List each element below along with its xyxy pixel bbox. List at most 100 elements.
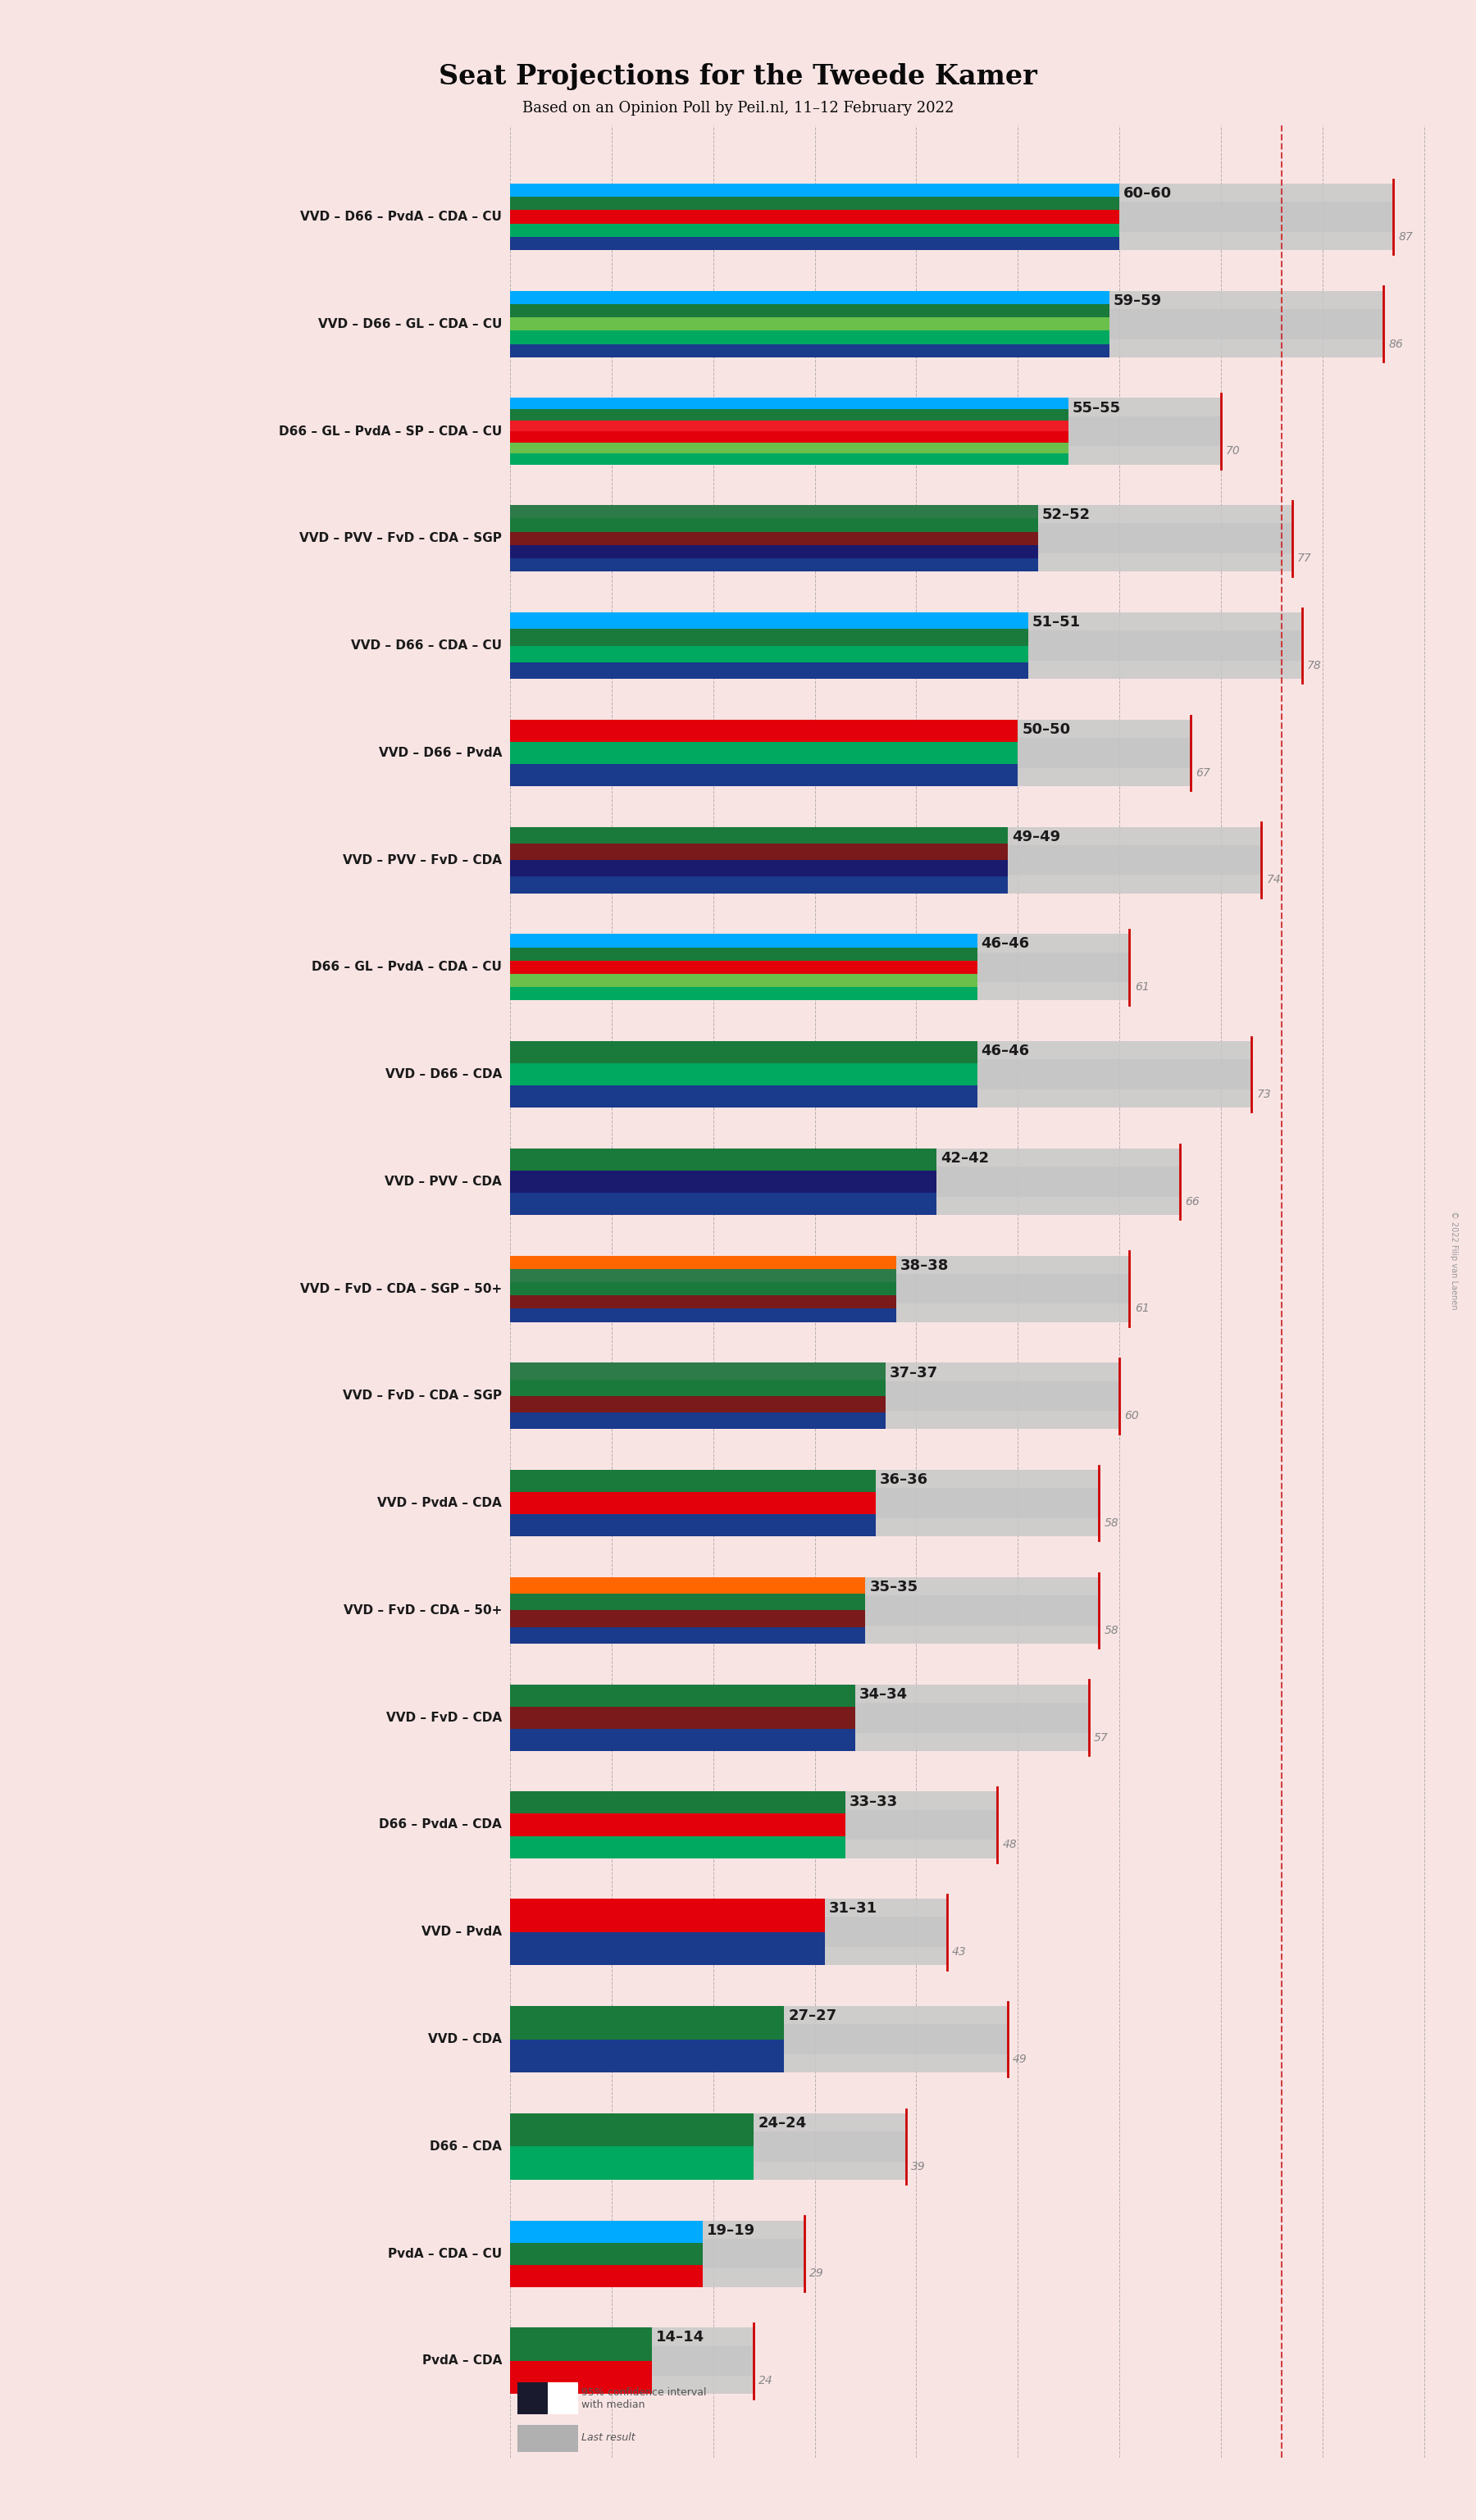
Bar (511, 935, 977, 948)
Text: VVD – D66 – CDA – CU: VVD – D66 – CDA – CU (351, 640, 502, 653)
Bar (511, 1308, 896, 1323)
Bar (511, 663, 1027, 678)
Bar (511, 1041, 1252, 1109)
Text: VVD – FvD – CDA – 50+: VVD – FvD – CDA – 50+ (344, 1605, 502, 1615)
Bar (511, 290, 1108, 305)
Text: VVD – PVV – FvD – CDA – SGP: VVD – PVV – FvD – CDA – SGP (300, 532, 502, 544)
Text: 14–14: 14–14 (657, 2331, 704, 2346)
Bar (511, 612, 1302, 678)
Bar (511, 1792, 998, 1857)
Bar (511, 1489, 1100, 1517)
Text: 74: 74 (1266, 874, 1281, 885)
Bar (511, 630, 1302, 660)
Text: 24: 24 (759, 2374, 773, 2386)
Bar (511, 2132, 906, 2162)
Text: 57: 57 (1094, 1731, 1108, 1744)
Text: 58: 58 (1104, 1625, 1119, 1635)
Bar (511, 1683, 1089, 1751)
Bar (511, 1172, 937, 1192)
Text: PvdA – CDA – CU: PvdA – CDA – CU (388, 2248, 502, 2260)
Bar (511, 1610, 865, 1628)
Bar (511, 1593, 865, 1610)
Text: VVD – PvdA: VVD – PvdA (422, 1925, 502, 1938)
Bar (511, 1363, 886, 1378)
Bar (511, 953, 1129, 983)
Bar (511, 741, 1018, 764)
Bar (511, 524, 1292, 554)
Text: 61: 61 (1135, 980, 1150, 993)
Bar (511, 2220, 703, 2243)
Bar (511, 1918, 946, 1948)
Bar (511, 1469, 875, 1492)
Bar (511, 859, 1008, 877)
Text: © 2022 Filip van Laenen: © 2022 Filip van Laenen (1449, 1210, 1458, 1310)
Bar (511, 827, 1262, 892)
Text: 87: 87 (1399, 232, 1413, 242)
Text: VVD – PVV – FvD – CDA: VVD – PVV – FvD – CDA (342, 854, 502, 867)
Text: 61: 61 (1135, 1303, 1150, 1315)
Bar (511, 1837, 846, 1857)
Text: 77: 77 (1297, 552, 1312, 564)
Text: VVD – D66 – GL – CDA – CU: VVD – D66 – GL – CDA – CU (317, 318, 502, 330)
Bar (511, 330, 1108, 343)
Bar (511, 2006, 1008, 2071)
Text: VVD – D66 – CDA: VVD – D66 – CDA (385, 1068, 502, 1081)
Text: 37–37: 37–37 (890, 1366, 939, 1381)
Text: 73: 73 (1256, 1089, 1271, 1101)
Bar (511, 408, 1069, 421)
Text: VVD – D66 – PvdA: VVD – D66 – PvdA (379, 746, 502, 759)
Bar (511, 844, 1008, 859)
Text: 51–51: 51–51 (1032, 615, 1080, 630)
Bar (511, 1814, 846, 1837)
Bar (511, 1578, 865, 1593)
Bar (511, 318, 1108, 330)
Bar (511, 612, 1027, 630)
Bar (511, 343, 1108, 358)
Text: 42–42: 42–42 (940, 1152, 989, 1167)
Text: 66: 66 (1185, 1197, 1200, 1207)
Bar (511, 738, 1191, 769)
Text: 67: 67 (1196, 766, 1210, 779)
Bar (511, 973, 977, 988)
Bar (511, 444, 1069, 454)
Text: 55–55: 55–55 (1073, 401, 1122, 416)
Bar (511, 290, 1383, 358)
Text: 31–31: 31–31 (830, 1903, 877, 1915)
Bar (511, 2346, 754, 2376)
Bar (511, 209, 1119, 224)
Bar (511, 1729, 855, 1751)
Text: 59–59: 59–59 (1113, 292, 1162, 307)
Bar (511, 2147, 754, 2180)
Text: Seat Projections for the Tweede Kamer: Seat Projections for the Tweede Kamer (438, 63, 1038, 91)
Bar (511, 1086, 977, 1109)
Text: PvdA – CDA: PvdA – CDA (422, 2354, 502, 2366)
Text: 58: 58 (1104, 1517, 1119, 1530)
Bar (511, 1270, 896, 1283)
Bar (511, 1167, 1181, 1197)
Bar (511, 416, 1221, 446)
Bar (517, 2381, 579, 2414)
Text: D66 – GL – PvdA – CDA – CU: D66 – GL – PvdA – CDA – CU (311, 960, 502, 973)
Text: 60: 60 (1125, 1411, 1139, 1421)
Text: 70: 70 (1227, 446, 1240, 456)
Bar (511, 1414, 886, 1429)
Text: VVD – FvD – CDA: VVD – FvD – CDA (387, 1711, 502, 1724)
Bar (511, 454, 1069, 464)
Text: VVD – PvdA – CDA: VVD – PvdA – CDA (378, 1497, 502, 1509)
Bar (511, 1381, 1119, 1411)
Text: Based on an Opinion Poll by Peil.nl, 11–12 February 2022: Based on an Opinion Poll by Peil.nl, 11–… (523, 101, 953, 116)
Text: D66 – CDA: D66 – CDA (430, 2139, 502, 2152)
Bar (511, 1515, 875, 1537)
Bar (511, 202, 1393, 232)
Bar (511, 1492, 875, 1515)
Bar (511, 2114, 906, 2180)
Bar (511, 421, 1069, 431)
Bar (511, 559, 1038, 572)
Bar (511, 224, 1119, 237)
Bar (511, 645, 1027, 663)
Bar (511, 2328, 652, 2361)
Bar (511, 237, 1119, 249)
Text: 50–50: 50–50 (1021, 723, 1070, 736)
Bar (511, 544, 1038, 559)
Bar (511, 2238, 804, 2268)
